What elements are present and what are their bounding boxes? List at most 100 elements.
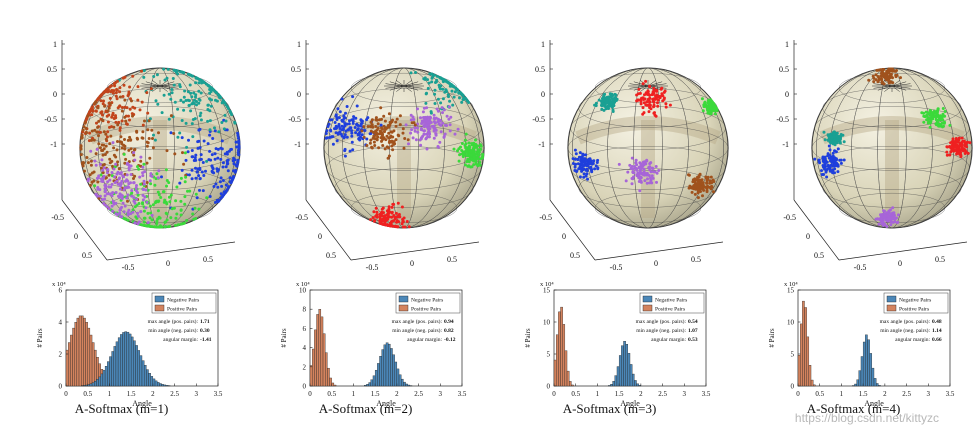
cluster-point [460, 101, 463, 104]
histogram-bar [131, 337, 133, 386]
cluster-point [878, 223, 881, 226]
cluster-point [380, 131, 383, 134]
x-tick-label: 0 [806, 232, 810, 241]
cluster-point [89, 150, 92, 153]
cluster-point [83, 170, 86, 173]
histogram-bar [872, 368, 874, 386]
cluster-point [143, 180, 146, 183]
cluster-point [461, 153, 464, 156]
x-tick-label: 1 [840, 390, 844, 398]
cluster-point [150, 87, 153, 90]
histogram-bar [571, 385, 573, 386]
cluster-point [350, 129, 353, 132]
histogram-bar [125, 332, 127, 386]
cluster-point [142, 188, 145, 191]
cluster-point [232, 175, 235, 178]
cluster-point [173, 152, 176, 155]
histogram-bar [133, 341, 135, 386]
cluster-point [222, 179, 225, 182]
cluster-point [579, 175, 582, 178]
cluster-point [164, 225, 167, 228]
cluster-point [128, 119, 131, 122]
histogram-bar [107, 362, 109, 386]
z-tick-label: -0.5 [776, 115, 789, 124]
cluster-point [183, 222, 186, 225]
cluster-point [892, 211, 895, 214]
x-tick-label: 3 [927, 390, 931, 398]
cluster-point [880, 72, 883, 75]
cluster-point [119, 96, 122, 99]
cluster-point [115, 91, 118, 94]
cluster-point [837, 147, 840, 150]
cluster-point [707, 110, 710, 113]
cluster-point [661, 94, 664, 97]
cluster-point [188, 190, 191, 193]
cluster-point [584, 153, 587, 156]
cluster-point [419, 144, 422, 147]
cluster-point [611, 97, 614, 100]
cluster-point [372, 135, 375, 138]
cluster-point [150, 129, 153, 132]
cluster-point [232, 159, 235, 162]
cluster-point [103, 130, 106, 133]
cluster-point [152, 134, 155, 137]
cluster-point [381, 214, 384, 217]
cluster-point [957, 150, 960, 153]
cluster-point [945, 145, 948, 148]
cluster-point [112, 201, 115, 204]
cluster-point [889, 68, 892, 71]
cluster-point [394, 121, 397, 124]
cluster-point [843, 159, 846, 162]
cluster-point [205, 196, 208, 199]
cluster-point [146, 112, 149, 115]
cluster-point [584, 159, 587, 162]
cluster-point [122, 95, 125, 98]
cluster-point [183, 195, 186, 198]
histogram-bar [623, 341, 625, 386]
cluster-point [96, 126, 99, 129]
histogram-bar [68, 343, 70, 386]
x-tick-label: 0 [552, 390, 556, 398]
cluster-point [116, 160, 119, 163]
cluster-point [219, 197, 222, 200]
histogram-bar [384, 345, 386, 386]
cluster-point [164, 79, 167, 82]
cluster-point [119, 135, 122, 138]
histogram-bar [73, 328, 75, 386]
cluster-point [925, 115, 928, 118]
cluster-point [635, 99, 638, 102]
histogram-bar [632, 374, 634, 386]
cluster-point [586, 172, 589, 175]
cluster-point [119, 129, 122, 132]
cluster-point [361, 121, 364, 124]
cluster-point [388, 136, 391, 139]
z-tick-label: 1 [53, 40, 57, 49]
annotation-label: max angle (pos. pairs): [148, 318, 199, 325]
y-tick-label: 5 [791, 351, 795, 359]
y-tick-label: 6 [303, 325, 307, 333]
cluster-point [441, 111, 444, 114]
cluster-point [827, 139, 830, 142]
cluster-point [108, 126, 111, 129]
cluster-point [946, 154, 949, 157]
watermark-text: https://blog.csdn.net/kittyzc [795, 411, 939, 425]
cluster-point [181, 136, 184, 139]
cluster-point [237, 159, 240, 162]
histogram-bar [323, 334, 325, 386]
cluster-point [116, 213, 119, 216]
histogram-bar [626, 344, 628, 386]
cluster-point [119, 126, 122, 129]
cluster-point [198, 158, 201, 161]
cluster-point [121, 197, 124, 200]
cluster-point [210, 105, 213, 108]
cluster-point [142, 124, 145, 127]
x-tick-label: 2.5 [170, 390, 179, 398]
cluster-point [230, 181, 233, 184]
cluster-point [339, 110, 342, 113]
cluster-point [224, 114, 227, 117]
histogram-bar [563, 324, 565, 386]
cluster-point [99, 111, 102, 114]
histogram-bar [637, 384, 639, 386]
cluster-point [456, 88, 459, 91]
cluster-point [96, 181, 99, 184]
